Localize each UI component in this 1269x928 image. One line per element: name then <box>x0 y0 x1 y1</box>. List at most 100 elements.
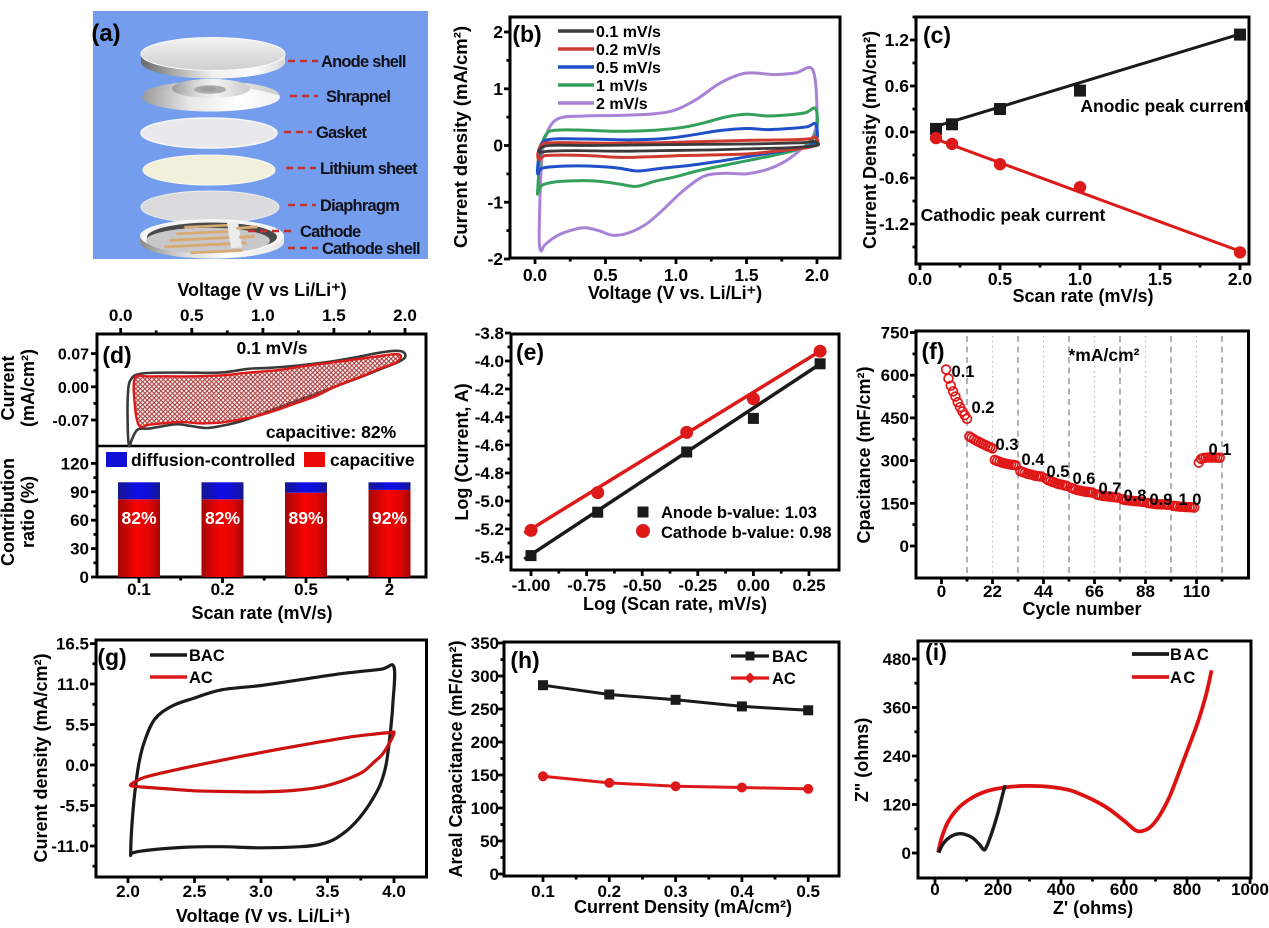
svg-text:0.25: 0.25 <box>792 576 825 595</box>
svg-text:0.07: 0.07 <box>58 347 89 364</box>
svg-text:Cycle number: Cycle number <box>1022 599 1141 619</box>
svg-text:0.2: 0.2 <box>211 580 235 599</box>
svg-text:(c): (c) <box>923 22 951 48</box>
svg-text:Current: Current <box>0 355 18 420</box>
svg-text:2.0: 2.0 <box>393 306 417 325</box>
svg-text:800: 800 <box>1173 880 1201 899</box>
svg-text:Contribution: Contribution <box>0 458 18 566</box>
svg-text:Anodic peak current: Anodic peak current <box>1080 96 1249 116</box>
svg-text:3.5: 3.5 <box>316 882 340 901</box>
svg-text:82%: 82% <box>121 508 156 528</box>
svg-text:1.0: 1.0 <box>1068 269 1093 289</box>
svg-text:0: 0 <box>937 582 946 601</box>
svg-text:300: 300 <box>471 667 499 686</box>
svg-text:120: 120 <box>883 796 911 815</box>
svg-text:0.4: 0.4 <box>1022 451 1046 469</box>
svg-text:(b): (b) <box>512 21 541 47</box>
svg-text:90: 90 <box>70 483 89 502</box>
svg-text:0: 0 <box>930 880 939 899</box>
svg-text:0.1 mV/s: 0.1 mV/s <box>236 338 307 358</box>
svg-text:-0.25: -0.25 <box>678 576 717 595</box>
svg-text:0.5: 0.5 <box>1047 463 1070 481</box>
svg-text:(g): (g) <box>97 644 126 670</box>
svg-text:-4.2: -4.2 <box>475 380 504 399</box>
svg-text:0.8: 0.8 <box>1124 487 1147 505</box>
svg-text:Cathode: Cathode <box>300 223 361 241</box>
svg-text:750: 750 <box>881 324 909 343</box>
svg-text:0: 0 <box>902 844 911 863</box>
svg-text:0.2 mV/s: 0.2 mV/s <box>596 42 661 59</box>
svg-text:0.1 mV/s: 0.1 mV/s <box>596 24 661 41</box>
svg-text:0.1: 0.1 <box>531 882 555 901</box>
svg-text:Voltage (V vs. Li/Li⁺): Voltage (V vs. Li/Li⁺) <box>588 283 762 303</box>
svg-text:2: 2 <box>385 580 394 599</box>
svg-text:Cathode b-value: 0.98: Cathode b-value: 0.98 <box>661 524 832 542</box>
svg-text:AC: AC <box>189 669 213 687</box>
svg-text:Areal Capacitance (mF/cm²): Areal Capacitance (mF/cm²) <box>446 640 466 877</box>
svg-text:(mA/cm²): (mA/cm²) <box>18 349 38 427</box>
svg-text:150: 150 <box>881 494 909 513</box>
svg-text:0.0: 0.0 <box>908 269 933 289</box>
svg-text:-4.4: -4.4 <box>475 408 505 427</box>
svg-text:0.6: 0.6 <box>1073 470 1096 488</box>
svg-text:Current Density (mA/cm²): Current Density (mA/cm²) <box>860 31 880 249</box>
svg-text:1 0: 1 0 <box>1179 491 1202 509</box>
svg-text:88: 88 <box>1136 582 1155 601</box>
svg-text:-3.8: -3.8 <box>475 324 504 343</box>
svg-text:0.0: 0.0 <box>109 306 133 325</box>
svg-text:Z' (ohms): Z' (ohms) <box>1053 898 1133 918</box>
svg-text:Log (Current, A): Log (Current, A) <box>452 383 472 520</box>
svg-text:0.0: 0.0 <box>523 265 548 285</box>
svg-text:Anode b-value: 1.03: Anode b-value: 1.03 <box>661 504 817 522</box>
svg-text:0.2: 0.2 <box>972 399 995 417</box>
svg-text:1.2: 1.2 <box>885 30 910 50</box>
svg-text:150: 150 <box>471 766 499 785</box>
svg-text:Diaphragm: Diaphragm <box>320 197 399 215</box>
svg-text:-0.07: -0.07 <box>53 413 90 430</box>
svg-text:Cathodic peak current: Cathodic peak current <box>921 205 1106 225</box>
svg-text:480: 480 <box>883 650 911 669</box>
svg-text:0: 0 <box>493 136 503 156</box>
svg-text:-2: -2 <box>487 249 503 269</box>
svg-text:92%: 92% <box>372 508 407 528</box>
svg-text:*mA/cm²: *mA/cm² <box>1069 345 1140 365</box>
svg-text:-0.6: -0.6 <box>879 168 909 188</box>
svg-text:400: 400 <box>1047 880 1075 899</box>
svg-text:-0.75: -0.75 <box>567 576 606 595</box>
svg-text:ratio (%): ratio (%) <box>18 476 38 548</box>
svg-text:0.3: 0.3 <box>664 882 688 901</box>
svg-text:1: 1 <box>493 79 503 99</box>
svg-text:0.1: 0.1 <box>127 580 151 599</box>
svg-text:0.4: 0.4 <box>730 882 754 901</box>
svg-text:240: 240 <box>883 747 911 766</box>
svg-text:11.0: 11.0 <box>57 675 89 694</box>
svg-text:-4.8: -4.8 <box>475 464 504 483</box>
svg-text:200: 200 <box>471 733 499 752</box>
svg-text:1.5: 1.5 <box>734 265 759 285</box>
svg-text:Log (Scan rate, mV/s): Log (Scan rate, mV/s) <box>583 594 767 614</box>
svg-text:capacitive: 82%: capacitive: 82% <box>266 422 397 442</box>
svg-text:1.5: 1.5 <box>322 306 346 325</box>
svg-text:0.00: 0.00 <box>737 576 770 595</box>
svg-text:0.00: 0.00 <box>58 380 89 397</box>
svg-text:-5.4: -5.4 <box>475 548 505 567</box>
svg-text:1.0: 1.0 <box>664 265 689 285</box>
svg-text:1.0: 1.0 <box>251 306 275 325</box>
svg-text:Anode shell: Anode shell <box>321 53 406 71</box>
svg-text:-5.5: -5.5 <box>60 796 89 815</box>
svg-text:1.5: 1.5 <box>1148 269 1173 289</box>
svg-text:-1: -1 <box>487 192 503 212</box>
svg-text:30: 30 <box>70 540 89 559</box>
svg-text:(h): (h) <box>510 647 539 673</box>
svg-text:-4.0: -4.0 <box>475 352 504 371</box>
svg-text:-5.2: -5.2 <box>475 520 504 539</box>
svg-text:0 1: 0 1 <box>1209 441 1232 459</box>
svg-text:AC: AC <box>1170 669 1197 687</box>
svg-text:4.0: 4.0 <box>382 882 406 901</box>
svg-text:Cathode shell: Cathode shell <box>322 240 420 258</box>
svg-text:0.5: 0.5 <box>294 580 318 599</box>
svg-text:100: 100 <box>471 799 499 818</box>
svg-text:AC: AC <box>772 670 796 688</box>
svg-text:360: 360 <box>883 699 911 718</box>
svg-text:110: 110 <box>1183 582 1210 601</box>
